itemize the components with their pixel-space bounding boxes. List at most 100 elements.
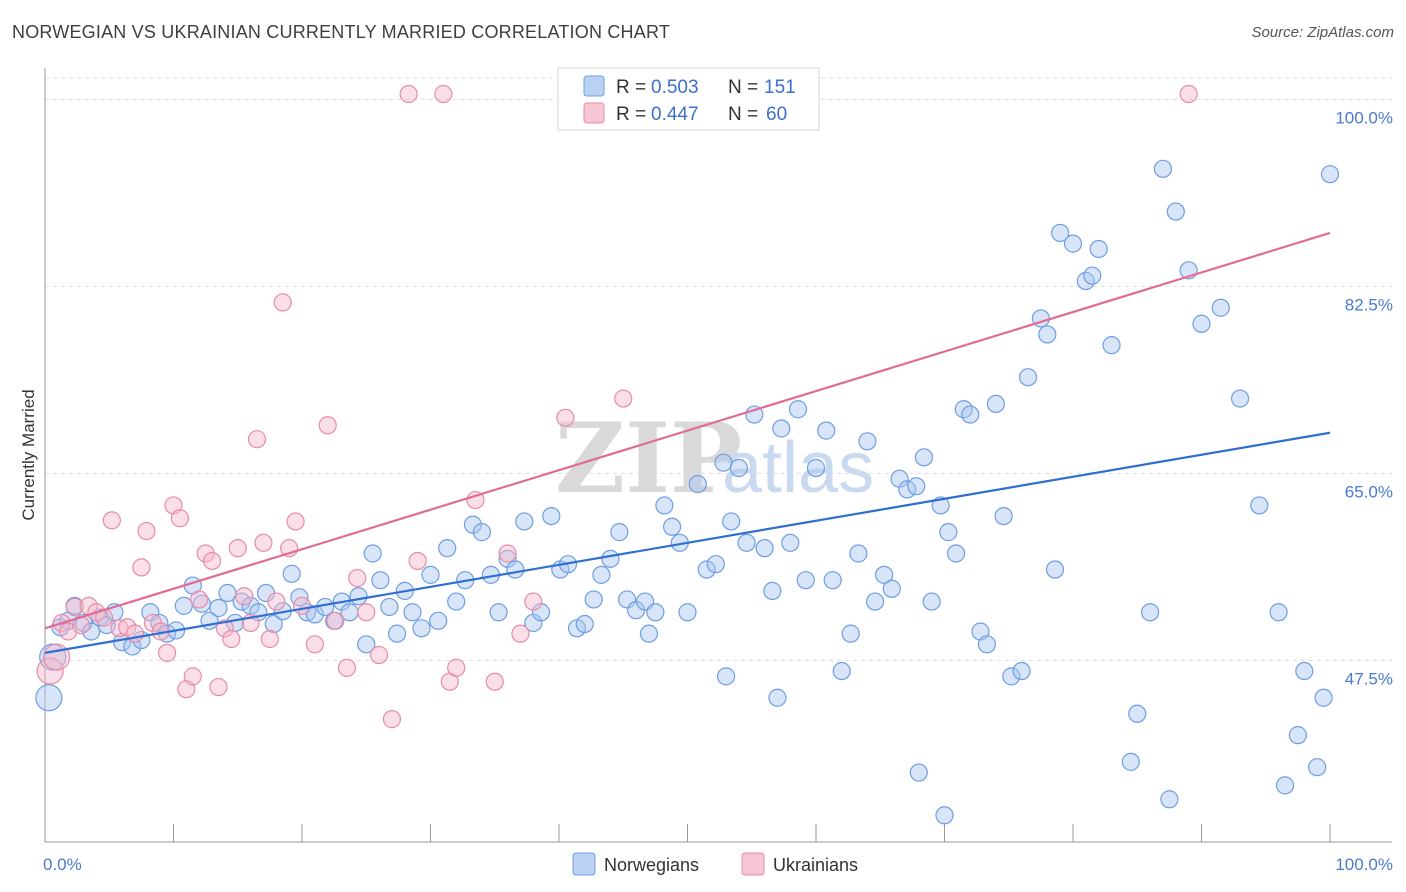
norwegian-point-93 [817,421,836,440]
gridlines [45,77,1392,661]
norwegian-point-131 [1153,159,1173,178]
legend-r-label-ukrainians: R = [616,104,646,125]
norwegian-point-126 [1089,239,1108,259]
norwegian-point-149 [935,806,954,825]
ukrainian-point-34 [267,592,286,611]
ukrainian-point-56 [524,592,543,611]
norwegian-point-67 [592,565,611,584]
ukrainian-point-55 [511,624,530,643]
norwegian-point-42 [380,597,399,617]
norwegian-point-74 [655,496,674,515]
ukrainian-point-54 [498,544,517,563]
norwegian-point-84 [737,533,756,552]
ukrainian-point-35 [273,293,292,312]
norwegian-point-94 [823,571,842,590]
legend-n-label-ukrainians: N = [728,104,758,125]
norwegian-point-0 [35,684,63,712]
legend-top: R = 0.503 N = 151 R = 0.447 N = 60 [557,67,820,131]
norwegian-point-41 [371,571,390,590]
norwegian-point-65 [575,614,594,634]
norwegian-point-115 [994,506,1013,526]
ukrainian-point-19 [170,509,190,528]
norwegian-point-129 [1128,704,1147,723]
norwegian-point-40 [363,544,382,563]
ukrainian-point-27 [222,629,241,649]
ukrainian-point-32 [254,533,273,552]
watermark-zip: ZIP [555,402,742,515]
norwegian-point-100 [875,565,894,584]
norwegian-point-92 [806,458,826,478]
x-tick-labels: 0.0% 100.0% [43,855,1393,874]
y-tick-label-0: 47.5% [1345,669,1393,688]
norwegian-point-39 [357,635,376,654]
norwegian-point-61 [542,506,561,526]
ukrainian-point-4 [65,597,84,617]
ukrainian-point-29 [235,587,254,606]
watermark: ZIP atlas [555,402,874,515]
norwegian-point-128 [1121,752,1140,771]
ukrainian-point-58 [614,389,633,408]
source-label: Source: ZipAtlas.com [1251,24,1394,41]
y-tick-labels: 47.5% 65.0% 82.5% 100.0% [1335,108,1393,688]
norwegian-point-145 [639,624,659,643]
ukrainian-point-48 [408,551,427,571]
norwegian-point-141 [1295,661,1314,681]
ukrainian-point-57 [556,408,575,427]
norwegian-point-139 [1275,776,1295,795]
legend-swatch-ukrainians [583,102,605,124]
norwegian-point-137 [1250,496,1269,515]
norwegian-point-148 [909,763,928,782]
norwegian-point-53 [472,523,491,542]
ukrainian-point-44 [357,603,376,622]
ukrainian-point-37 [286,512,305,531]
norwegian-point-80 [706,555,725,574]
norwegian-point-88 [772,419,791,438]
norwegian-point-142 [1308,758,1327,777]
ukrainian-point-40 [318,416,337,435]
legend-r-label-norwegians: R = [616,77,646,98]
legend-n-value-norwegians: 151 [764,77,796,98]
norwegian-point-140 [1288,726,1307,745]
norwegian-point-135 [1211,298,1230,317]
bottom-legend-label-norwegians: Norwegians [604,855,699,875]
ukrainian-point-13 [132,558,151,577]
legend-r-value-norwegians: 0.503 [651,77,699,98]
ukrainian-point-33 [260,629,279,649]
norwegian-point-78 [688,474,707,494]
ukrainian-point-21 [183,667,202,686]
ukrainian-point-39 [305,635,324,654]
ukrainian-point-41 [326,611,345,630]
norwegian-point-91 [796,571,815,590]
norwegian-point-73 [646,603,665,622]
norwegian-point-21 [209,598,228,618]
norwegian-point-117 [1012,661,1031,681]
norwegian-point-127 [1102,336,1121,355]
ukrainian-point-53 [485,672,504,691]
legend-bottom: Norwegians Ukrainians [572,852,858,876]
norwegian-point-81 [714,453,733,472]
y-tick-label-3: 100.0% [1335,108,1393,127]
ukrainian-point-31 [247,430,267,449]
norwegian-point-50 [447,592,466,611]
norwegian-point-122 [1051,223,1070,243]
norwegian-point-90 [788,400,808,419]
norwegian-point-106 [922,592,941,611]
bottom-legend-label-ukrainians: Ukrainians [773,855,858,875]
norwegian-point-116 [1002,667,1021,686]
ukrainian-point-46 [382,710,402,729]
norwegian-point-120 [1038,325,1057,344]
norwegian-point-125 [1083,266,1102,285]
norwegian-point-89 [781,533,800,552]
ukrainian-point-24 [202,551,222,571]
norwegian-point-104 [907,477,926,496]
ukrainian-point-1 [42,643,71,671]
ukrainian-point-9 [102,511,121,530]
norwegian-point-97 [849,544,868,563]
norwegian-point-98 [858,432,877,451]
x-tick-label-0: 0.0% [43,855,82,874]
ukrainian-point-25 [209,677,228,697]
ukrainian-point-26 [215,619,234,638]
norwegian-point-45 [403,603,422,622]
norwegian-point-101 [882,579,901,598]
